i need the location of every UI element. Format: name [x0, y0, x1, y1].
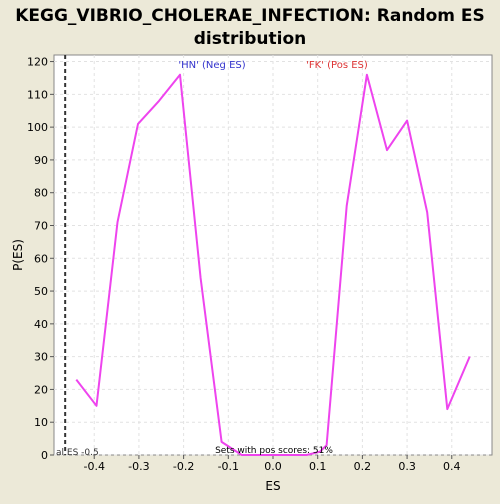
- y-tick-label: 70: [34, 219, 48, 232]
- x-tick-label: 0.3: [398, 460, 416, 473]
- y-tick-label: 20: [34, 383, 48, 396]
- x-tick-label: -0.3: [128, 460, 149, 473]
- y-tick-label: 100: [27, 121, 48, 134]
- chart-title-line-1: KEGG_VIBRIO_CHOLERAE_INFECTION: Random E…: [15, 6, 485, 26]
- x-tick-label: 0.0: [264, 460, 282, 473]
- y-tick-label: 80: [34, 187, 48, 200]
- y-axis-label: P(ES): [11, 239, 25, 271]
- actual-es-label: al ES -0.5: [56, 448, 99, 458]
- y-tick-label: 120: [27, 56, 48, 69]
- x-tick-label: -0.1: [218, 460, 239, 473]
- y-tick-label: 40: [34, 318, 48, 331]
- pos-scores-label: Sets with pos scores: 51%: [215, 446, 333, 456]
- y-tick-label: 50: [34, 285, 48, 298]
- pos-es-label: 'FK' (Pos ES): [306, 60, 368, 71]
- x-tick-label: -0.2: [173, 460, 194, 473]
- y-tick-label: 10: [34, 416, 48, 429]
- y-tick-label: 0: [41, 449, 48, 462]
- x-axis-label: ES: [265, 479, 280, 493]
- x-tick-label: 0.1: [309, 460, 327, 473]
- chart-title-line-2: distribution: [194, 29, 306, 49]
- x-tick-label: -0.4: [83, 460, 104, 473]
- y-tick-label: 90: [34, 154, 48, 167]
- neg-es-label: 'HN' (Neg ES): [178, 60, 245, 71]
- y-tick-label: 110: [27, 88, 48, 101]
- x-tick-label: 0.4: [443, 460, 461, 473]
- x-tick-label: 0.2: [354, 460, 372, 473]
- y-tick-label: 30: [34, 351, 48, 364]
- y-tick-label: 60: [34, 252, 48, 265]
